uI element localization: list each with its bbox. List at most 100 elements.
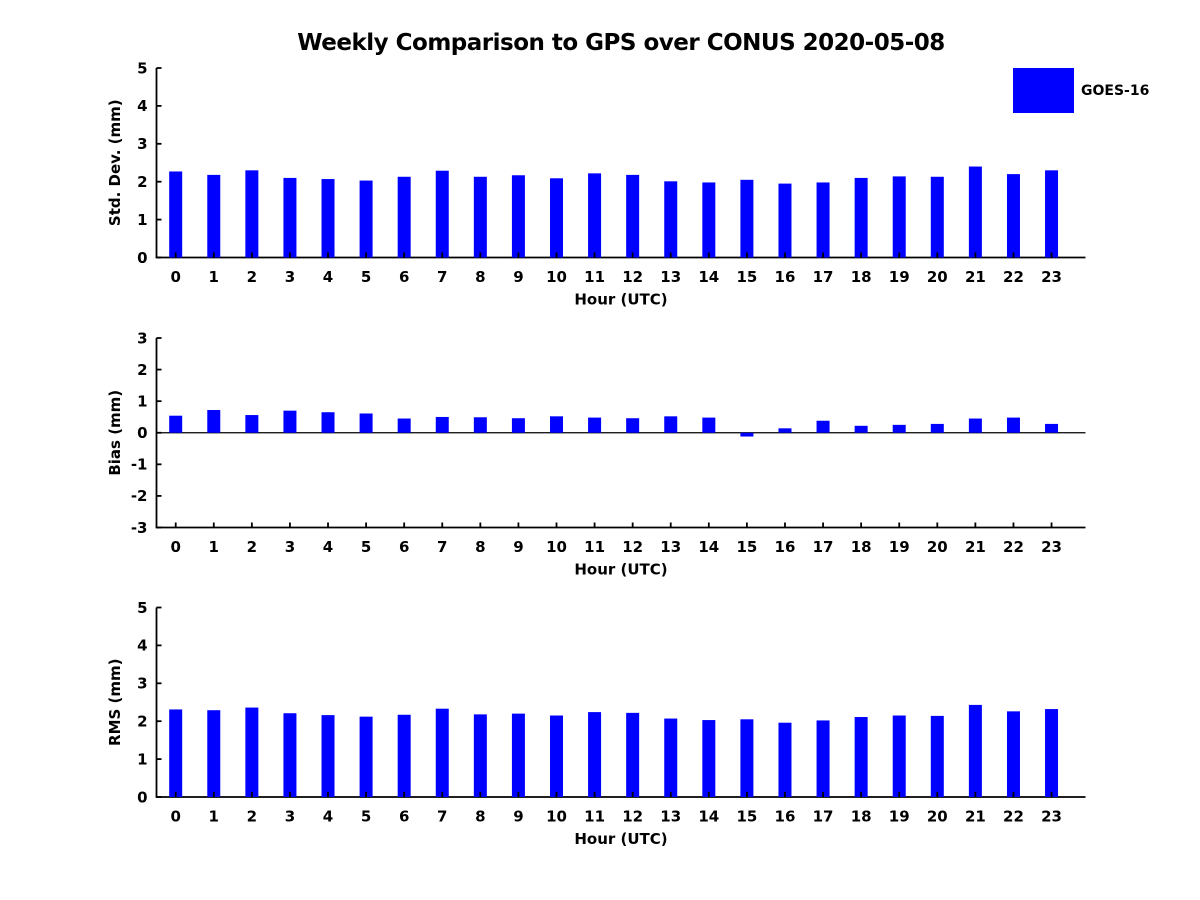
x-tick-label: 9: [513, 268, 523, 286]
x-tick-label: 22: [1003, 268, 1024, 286]
bar: [397, 418, 411, 433]
bar: [626, 174, 640, 258]
x-tick-label: 23: [1041, 268, 1062, 286]
bar: [740, 179, 754, 258]
x-tick-label: 5: [361, 808, 371, 826]
bar: [778, 722, 792, 797]
bar: [1045, 709, 1059, 797]
bar: [207, 710, 221, 797]
bar: [473, 176, 487, 258]
x-tick-label: 17: [813, 538, 834, 556]
bar: [397, 176, 411, 258]
x-tick-label: 2: [247, 808, 257, 826]
bar: [435, 170, 449, 258]
bar: [1045, 423, 1059, 433]
x-tick-label: 12: [622, 538, 643, 556]
y-tick-label: -1: [131, 456, 148, 474]
x-tick-label: 18: [851, 268, 872, 286]
x-tick-label: 17: [813, 808, 834, 826]
x-tick-label: 13: [660, 538, 681, 556]
legend: GOES-16: [1013, 68, 1198, 113]
bar: [664, 181, 678, 258]
y-tick-label: 3: [137, 675, 147, 693]
x-tick-label: 19: [889, 268, 910, 286]
x-tick-label: 10: [546, 538, 567, 556]
x-axis-title: Hour (UTC): [574, 291, 667, 309]
x-tick-label: 13: [660, 808, 681, 826]
bar: [968, 418, 982, 433]
bar: [1006, 711, 1020, 797]
y-tick-label: 1: [137, 392, 147, 410]
x-tick-label: 15: [736, 808, 757, 826]
x-tick-label: 18: [851, 808, 872, 826]
bar: [664, 718, 678, 797]
bar: [930, 423, 944, 433]
x-tick-label: 21: [965, 538, 986, 556]
y-tick-label: 3: [137, 135, 147, 153]
y-tick-label: 0: [137, 249, 147, 267]
bar: [473, 417, 487, 433]
bar: [740, 432, 754, 437]
x-tick-label: 19: [889, 538, 910, 556]
bar: [550, 416, 563, 433]
x-axis-title: Hour (UTC): [574, 830, 667, 848]
bar: [397, 714, 411, 797]
x-tick-label: 3: [285, 808, 295, 826]
x-tick-label: 11: [584, 808, 605, 826]
bar: [930, 176, 944, 258]
bar: [359, 716, 373, 797]
x-tick-label: 21: [965, 268, 986, 286]
bar: [930, 715, 944, 797]
x-tick-label: 4: [323, 268, 333, 286]
y-tick-label: 2: [137, 361, 147, 379]
x-tick-label: 14: [698, 808, 719, 826]
x-tick-label: 20: [927, 808, 948, 826]
bar: [664, 416, 678, 433]
x-tick-label: 2: [247, 268, 257, 286]
x-tick-label: 11: [584, 268, 605, 286]
bar: [207, 174, 221, 258]
x-tick-label: 7: [437, 808, 447, 826]
x-tick-label: 21: [965, 808, 986, 826]
x-tick-label: 8: [475, 538, 485, 556]
x-tick-label: 0: [170, 538, 180, 556]
bar: [1045, 170, 1059, 258]
x-tick-label: 17: [813, 268, 834, 286]
bar: [511, 418, 525, 433]
y-axis-title: Std. Dev. (mm): [106, 99, 124, 226]
x-tick-label: 14: [698, 538, 719, 556]
x-tick-label: 7: [437, 538, 447, 556]
bar: [626, 712, 640, 797]
x-tick-label: 1: [209, 268, 219, 286]
x-tick-label: 11: [584, 538, 605, 556]
x-tick-label: 16: [775, 538, 796, 556]
x-tick-label: 5: [361, 538, 371, 556]
x-tick-label: 13: [660, 268, 681, 286]
y-tick-label: -3: [131, 519, 148, 537]
x-tick-label: 22: [1003, 538, 1024, 556]
bar: [511, 713, 525, 797]
bar: [626, 418, 640, 433]
x-tick-label: 4: [323, 538, 333, 556]
bar: [816, 420, 830, 433]
x-tick-label: 10: [546, 808, 567, 826]
x-tick-label: 20: [927, 268, 948, 286]
x-tick-label: 6: [399, 808, 409, 826]
bar: [283, 410, 297, 433]
bar: [854, 425, 868, 433]
bar: [435, 708, 449, 797]
bar: [169, 171, 183, 258]
x-tick-label: 15: [736, 538, 757, 556]
bar: [245, 170, 259, 258]
bar: [207, 410, 221, 433]
y-axis-title: RMS (mm): [106, 659, 124, 746]
bar: [588, 712, 602, 797]
x-tick-label: 23: [1041, 538, 1062, 556]
bar: [588, 417, 602, 433]
bar: [778, 428, 792, 433]
bar: [702, 417, 716, 433]
legend-label: GOES-16: [1081, 82, 1150, 99]
x-tick-label: 1: [209, 808, 219, 826]
